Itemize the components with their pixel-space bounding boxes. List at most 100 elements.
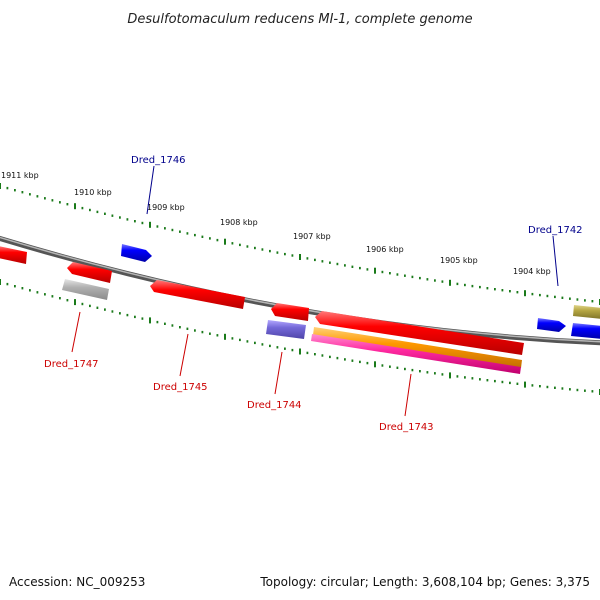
outer-ring-minor-tick bbox=[261, 248, 264, 251]
gene-leader-lines bbox=[71, 165, 559, 417]
inner-ring-minor-tick bbox=[396, 366, 399, 369]
leader-dred-1744 bbox=[274, 351, 283, 395]
inner-ring-minor-tick bbox=[254, 341, 256, 345]
outer-ring-minor-tick bbox=[44, 197, 46, 200]
inner-ring-minor-tick bbox=[284, 347, 286, 350]
outer-ring-minor-tick bbox=[21, 191, 24, 194]
inner-ring-minor-tick bbox=[351, 359, 354, 362]
gene-dred-1747[interactable] bbox=[67, 262, 112, 283]
scale-label-1905: 1905 kbp bbox=[440, 256, 478, 265]
outer-ring-minor-tick bbox=[6, 186, 9, 190]
outer-ring-major-tick bbox=[449, 279, 451, 286]
gene-label-dred-1742[interactable]: Dred_1742 bbox=[528, 225, 583, 236]
inner-ring-minor-tick bbox=[276, 346, 279, 349]
scale-label-1906: 1906 kbp bbox=[366, 245, 404, 254]
gene-label-dred-1747[interactable]: Dred_1747 bbox=[44, 359, 99, 370]
reverse-strand-genes bbox=[0, 246, 600, 374]
outer-ring-minor-tick bbox=[456, 282, 459, 286]
inner-ring-minor-tick bbox=[164, 322, 166, 325]
outer-ring-minor-tick bbox=[509, 290, 511, 293]
gene-dred-1743-orange[interactable] bbox=[313, 327, 522, 368]
inner-ring-minor-tick bbox=[231, 337, 234, 340]
gene-label-dred-1745[interactable]: Dred_1745 bbox=[153, 382, 208, 393]
outer-ring-minor-tick bbox=[426, 278, 429, 281]
inner-ring-minor-tick bbox=[66, 299, 69, 302]
inner-ring-minor-tick bbox=[21, 287, 24, 290]
map-title: Desulfotomaculum reducens MI-1, complete… bbox=[127, 12, 472, 27]
outer-ring-minor-tick bbox=[314, 258, 316, 262]
scale-label-1907: 1907 kbp bbox=[293, 232, 331, 241]
outer-ring-minor-tick bbox=[59, 201, 61, 204]
inner-ring-minor-tick bbox=[96, 306, 99, 309]
outer-ring-minor-tick bbox=[276, 251, 279, 254]
gene-label-dred-1744[interactable]: Dred_1744 bbox=[247, 400, 302, 411]
outer-ring-minor-tick bbox=[561, 296, 564, 299]
inner-ring-minor-tick bbox=[554, 386, 556, 389]
gene-label-dred-1743[interactable]: Dred_1743 bbox=[379, 422, 434, 433]
inner-ring-minor-tick bbox=[591, 390, 594, 393]
inner-ring-minor-tick bbox=[389, 365, 391, 368]
outer-ring-minor-tick bbox=[389, 272, 391, 275]
inner-ring-minor-tick bbox=[134, 315, 136, 319]
outer-ring-minor-tick bbox=[231, 242, 234, 245]
inner-ring-minor-tick bbox=[531, 384, 534, 387]
gene-dred-1744-slate[interactable] bbox=[266, 320, 306, 339]
outer-ring-major-tick bbox=[299, 254, 301, 260]
outer-ring-minor-tick bbox=[381, 270, 384, 274]
outer-ring-minor-tick bbox=[366, 268, 369, 271]
inner-ring-minor-tick bbox=[336, 356, 339, 360]
outer-ring-minor-tick bbox=[186, 232, 189, 235]
gene-dred-1745[interactable] bbox=[150, 280, 245, 309]
inner-ring-minor-tick bbox=[546, 385, 549, 389]
outer-ring-minor-tick bbox=[494, 288, 496, 291]
gene-dred-1743[interactable] bbox=[315, 311, 524, 355]
inner-ring-minor-tick bbox=[261, 343, 264, 346]
inner-ring-minor-tick bbox=[269, 344, 271, 348]
inner-ring-minor-tick bbox=[209, 332, 211, 335]
inner-ring-minor-tick bbox=[516, 382, 519, 385]
inner-ring-minor-tick bbox=[194, 329, 196, 332]
scale-ticks bbox=[0, 183, 600, 395]
gene-forward-blue-right[interactable] bbox=[571, 323, 600, 339]
inner-ring-minor-tick bbox=[51, 295, 54, 298]
inner-ring-minor-tick bbox=[126, 313, 129, 317]
outer-ring-minor-tick bbox=[134, 220, 136, 223]
gene-dred-1746[interactable] bbox=[121, 244, 152, 262]
gene-dred-1747-gray[interactable] bbox=[62, 279, 109, 300]
topology-text: Topology: circular; Length: 3,608,104 bp… bbox=[259, 575, 590, 589]
scale-label-1911: 1911 kbp bbox=[1, 171, 39, 180]
inner-ring-minor-tick bbox=[306, 351, 309, 355]
scale-labels: 1911 kbp 1910 kbp 1909 kbp 1908 kbp 1907… bbox=[1, 171, 551, 276]
gene-dred-1744[interactable] bbox=[271, 303, 309, 321]
inner-ring-major-tick bbox=[74, 299, 76, 306]
outer-ring-minor-tick bbox=[254, 246, 256, 250]
inner-ring-minor-tick bbox=[464, 376, 466, 379]
outer-ring-minor-tick bbox=[36, 195, 39, 198]
outer-ring-minor-tick bbox=[239, 243, 241, 247]
gene-dred-1742[interactable] bbox=[537, 318, 566, 332]
scale-label-1904: 1904 kbp bbox=[513, 267, 551, 276]
inner-ring-major-tick bbox=[299, 348, 301, 355]
outer-ring-minor-tick bbox=[179, 230, 181, 233]
inner-ring-minor-tick bbox=[494, 379, 496, 383]
inner-ring-major-tick bbox=[449, 372, 451, 379]
inner-ring-minor-tick bbox=[246, 340, 249, 343]
inner-ring-minor-tick bbox=[171, 324, 174, 327]
outer-ring-minor-tick bbox=[479, 285, 481, 289]
gene-label-dred-1746[interactable]: Dred_1746 bbox=[131, 155, 186, 166]
outer-ring-major-tick bbox=[149, 221, 151, 228]
gene-dred-1743-pink[interactable] bbox=[311, 334, 521, 374]
outer-ring-minor-tick bbox=[104, 212, 106, 215]
outer-ring-minor-tick bbox=[351, 265, 354, 268]
outer-ring-minor-tick bbox=[336, 262, 339, 266]
outer-ring-minor-tick bbox=[306, 257, 309, 260]
inner-ring-minor-tick bbox=[239, 338, 241, 342]
outer-ring-minor-tick bbox=[269, 249, 271, 253]
inner-ring-minor-tick bbox=[216, 334, 219, 337]
gene-forward-olive[interactable] bbox=[573, 305, 600, 319]
gene-offscreen-left[interactable] bbox=[0, 246, 27, 264]
inner-ring-major-tick bbox=[149, 317, 151, 324]
leader-dred-1743 bbox=[404, 373, 412, 417]
outer-ring-minor-tick bbox=[284, 252, 286, 256]
